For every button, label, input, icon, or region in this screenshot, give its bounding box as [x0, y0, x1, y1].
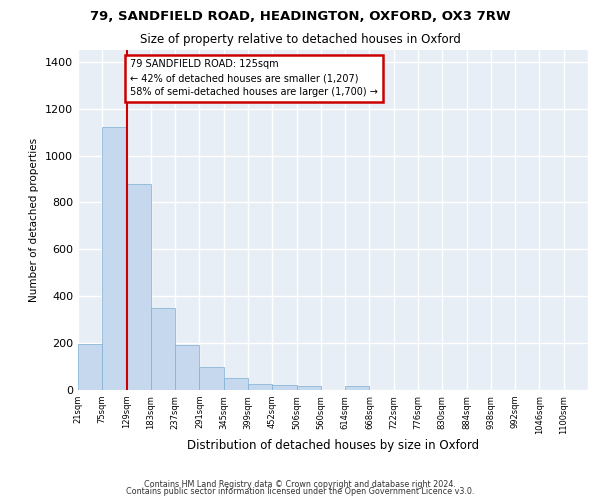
Bar — [78, 344, 102, 390]
Bar — [296, 386, 321, 390]
Bar — [248, 384, 272, 390]
Bar — [199, 366, 224, 390]
Y-axis label: Number of detached properties: Number of detached properties — [29, 138, 40, 302]
Text: Contains HM Land Registry data © Crown copyright and database right 2024.: Contains HM Land Registry data © Crown c… — [144, 480, 456, 489]
Bar — [151, 308, 175, 390]
Bar — [175, 344, 199, 390]
Bar — [272, 385, 296, 390]
Text: Size of property relative to detached houses in Oxford: Size of property relative to detached ho… — [140, 32, 460, 46]
Bar — [345, 386, 370, 390]
Text: 79 SANDFIELD ROAD: 125sqm
← 42% of detached houses are smaller (1,207)
58% of se: 79 SANDFIELD ROAD: 125sqm ← 42% of detac… — [130, 60, 378, 98]
Bar — [102, 128, 127, 390]
Text: Contains public sector information licensed under the Open Government Licence v3: Contains public sector information licen… — [126, 487, 474, 496]
Text: 79, SANDFIELD ROAD, HEADINGTON, OXFORD, OX3 7RW: 79, SANDFIELD ROAD, HEADINGTON, OXFORD, … — [89, 10, 511, 23]
Bar — [224, 378, 248, 390]
X-axis label: Distribution of detached houses by size in Oxford: Distribution of detached houses by size … — [187, 440, 479, 452]
Bar — [127, 184, 151, 390]
